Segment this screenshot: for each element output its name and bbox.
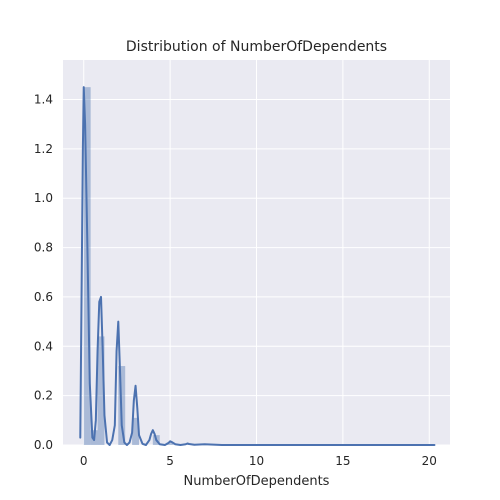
grid-lines bbox=[63, 60, 450, 446]
histogram-bar bbox=[166, 442, 174, 445]
x-tick-label: 0 bbox=[80, 454, 88, 468]
histogram-bar bbox=[132, 417, 140, 445]
chart-title: Distribution of NumberOfDependents bbox=[126, 39, 387, 55]
kde-line bbox=[79, 86, 436, 446]
x-tick-label: 15 bbox=[335, 454, 350, 468]
y-tick-label: 1.4 bbox=[34, 92, 53, 106]
y-tick-labels: 0.0 0.2 0.4 0.6 0.8 1.0 1.2 1.4 bbox=[34, 92, 53, 452]
y-tick-label: 1.0 bbox=[34, 191, 53, 205]
y-tick-label: 0.4 bbox=[34, 339, 53, 353]
x-tick-label: 5 bbox=[166, 454, 174, 468]
y-tick-label: 0.2 bbox=[34, 389, 53, 403]
y-tick-label: 1.2 bbox=[34, 142, 53, 156]
x-tick-label: 20 bbox=[422, 454, 437, 468]
y-tick-label: 0.8 bbox=[34, 241, 53, 255]
histogram-bar bbox=[97, 336, 105, 445]
y-tick-label: 0.6 bbox=[34, 290, 53, 304]
x-tick-labels: 0 5 10 15 20 bbox=[80, 454, 437, 468]
x-axis-label: NumberOfDependents bbox=[184, 474, 330, 489]
x-tick-label: 10 bbox=[249, 454, 264, 468]
y-tick-label: 0.0 bbox=[34, 438, 53, 452]
kde-curve-group bbox=[79, 86, 436, 446]
